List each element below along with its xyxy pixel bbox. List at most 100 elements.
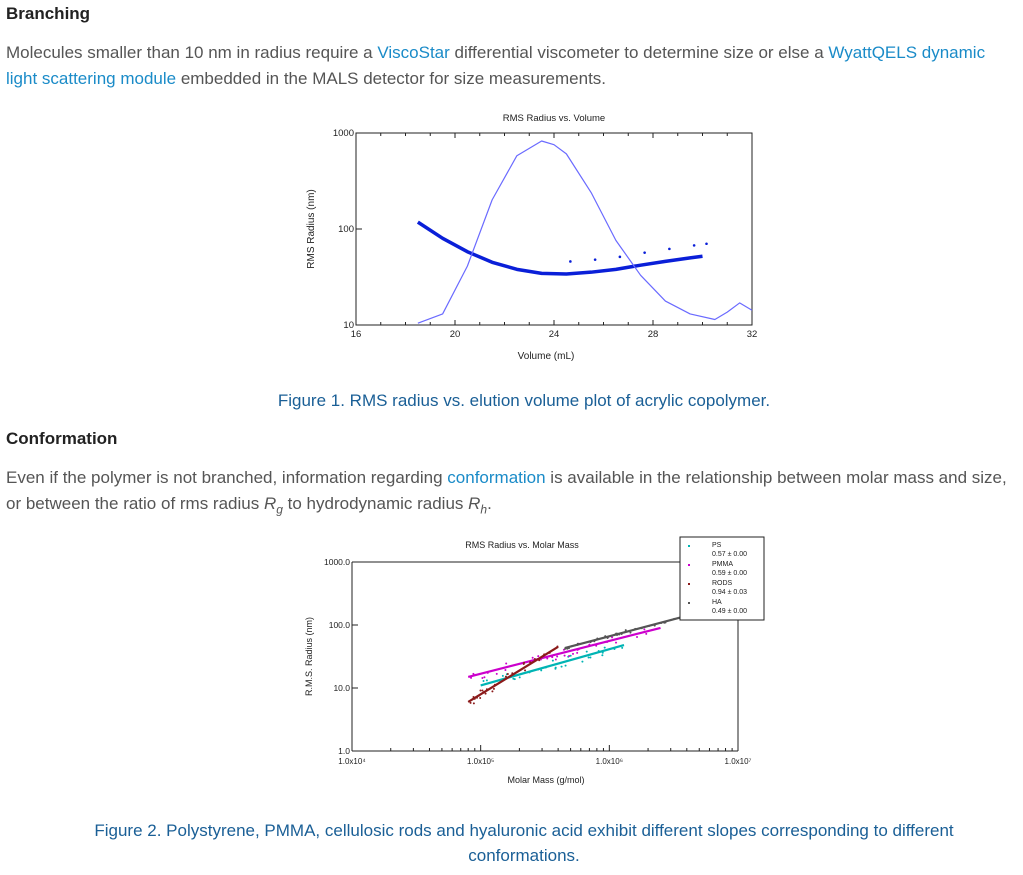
data-point-pmma (554, 658, 557, 661)
data-point-ps (482, 680, 485, 683)
x-tick-label: 32 (747, 329, 758, 340)
y-tick-label: 10.0 (333, 683, 350, 693)
data-point-ps (587, 656, 590, 659)
conformation-link[interactable]: conformation (447, 468, 546, 487)
data-point-ps (581, 660, 584, 663)
rms-radius-point (569, 260, 572, 263)
figure2-chart: RMS Radius vs. Molar Mass Molar Mass (g/m… (304, 536, 765, 785)
data-point-ha (624, 629, 627, 632)
data-point-pmma (531, 656, 534, 659)
data-point-pmma (645, 632, 648, 635)
y-tick-label: 10 (343, 320, 354, 331)
data-point-rods (472, 702, 475, 705)
plot-frame (355, 132, 753, 326)
data-point-ps (601, 654, 604, 657)
data-point-rods (504, 675, 507, 678)
data-point-pmma (483, 676, 486, 679)
y-tick-label: 1.0 (338, 746, 350, 756)
figure1-caption: Figure 1. RMS radius vs. elution volume … (277, 391, 771, 410)
data-point-ha (629, 631, 632, 634)
data-point-pmma (611, 636, 614, 639)
y-tick-label: 100 (338, 224, 354, 235)
data-point-rods (524, 669, 527, 672)
data-point-ps (603, 646, 606, 649)
legend-marker (688, 564, 690, 566)
heading-branching: Branching (6, 4, 91, 23)
legend-name: PS (712, 542, 722, 549)
rg-symbol: Rg (263, 494, 283, 517)
x-tick-label: 28 (648, 329, 659, 340)
data-point-ps (540, 669, 543, 672)
data-point-pmma (568, 655, 571, 658)
data-point-pmma (572, 652, 575, 655)
legend-name: HA (712, 599, 722, 606)
legend-slope: 0.57 ± 0.00 (712, 551, 747, 558)
wyattqels-link[interactable]: WyattQELS dynamic light scattering modul… (6, 43, 986, 88)
rms-radius-point (593, 258, 597, 261)
legend-box (679, 536, 765, 621)
text-segment: differential viscometer to determine siz… (449, 43, 829, 62)
rms-radius-point (705, 242, 708, 246)
x-tick-label: 20 (450, 329, 461, 340)
concentration-trace (417, 140, 753, 324)
data-point-ps (512, 677, 515, 680)
y-axis-label: R.M.S. Radius (nm) (304, 617, 314, 696)
rms-radius-point (643, 251, 646, 254)
data-point-pmma (576, 651, 579, 654)
data-point-ps (585, 650, 588, 653)
x-axis-label: Volume (mL) (518, 351, 575, 362)
text-segment: Even if the polymer is not branched, inf… (6, 468, 448, 487)
x-tick-label: 1.0x10⁶ (596, 757, 623, 766)
data-point-pmma (563, 654, 566, 657)
data-point-rods (479, 696, 482, 699)
fit-line-pmma (467, 626, 661, 678)
figure2-caption: Figure 2. Polystyrene, PMMA, cellulosic … (94, 821, 954, 865)
rms-radius-series (416, 220, 703, 276)
data-point-pmma (556, 655, 559, 658)
text-segment: is available in the relationship between… (6, 468, 1007, 513)
data-point-pmma (643, 628, 646, 631)
data-point-ps (554, 667, 557, 670)
data-point-pmma (495, 672, 498, 675)
heading-conformation: Conformation (6, 429, 118, 448)
rms-radius-point (692, 244, 696, 247)
data-point-rods (492, 687, 495, 690)
text-segment: embedded in the MALS detector for size m… (176, 69, 607, 88)
y-axis-label: RMS Radius (nm) (306, 189, 317, 268)
fit-line-ha (564, 614, 688, 650)
legend-slope: 0.59 ± 0.00 (712, 570, 747, 577)
x-tick-label: 1.0x10⁷ (725, 757, 752, 766)
y-tick-label: 1000.0 (324, 557, 350, 567)
legend-slope: 0.94 ± 0.03 (712, 589, 747, 596)
legend-name: PMMA (712, 561, 733, 568)
legend-slope: 0.49 ± 0.00 (712, 608, 747, 615)
chart-title: RMS Radius vs. Volume (503, 113, 605, 124)
data-point-pmma (636, 636, 639, 639)
data-point-rods (491, 690, 494, 693)
data-point-ps (551, 659, 554, 662)
y-tick-label: 100.0 (329, 620, 351, 630)
data-point-rods (506, 673, 509, 676)
paragraph-conformation: Even if the polymer is not branched, inf… (6, 465, 1016, 522)
fit-line-rods (467, 645, 559, 703)
paragraph-branching: Molecules smaller than 10 nm in radius r… (6, 40, 1016, 92)
data-point-rods (479, 689, 482, 692)
x-tick-label: 16 (351, 329, 362, 340)
rms-radius-point (668, 247, 671, 251)
data-point-pmma (481, 677, 484, 680)
x-tick-label: 1.0x10⁴ (338, 757, 366, 766)
legend-marker (688, 583, 690, 585)
x-tick-label: 24 (549, 329, 560, 340)
viscostar-link[interactable]: ViscoStar (377, 43, 450, 62)
data-point-rods (523, 661, 526, 664)
legend-name: RODS (712, 580, 733, 587)
data-point-ps (485, 679, 488, 682)
data-point-ps (621, 646, 624, 649)
data-point-pmma (504, 669, 507, 672)
data-point-ps (564, 664, 567, 667)
data-point-ps (569, 654, 572, 657)
data-point-rods (481, 689, 484, 692)
rh-symbol: Rh (468, 494, 488, 517)
data-point-pmma (615, 641, 618, 644)
data-point-pmma (505, 662, 508, 665)
